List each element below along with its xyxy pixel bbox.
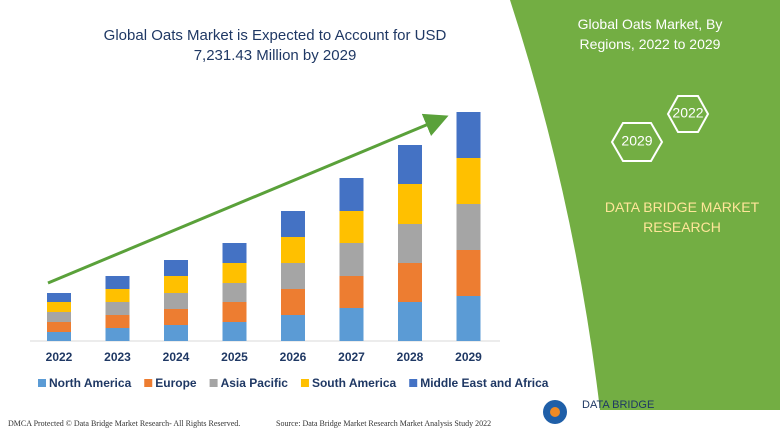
bar-segment	[339, 178, 364, 211]
panel-title: Global Oats Market, By Regions, 2022 to 2…	[578, 16, 723, 52]
bar-segment	[281, 289, 305, 315]
legend-label: Asia Pacific	[221, 376, 289, 390]
bar-segment	[47, 332, 71, 341]
x-tick-label: 2028	[397, 350, 424, 364]
x-tick-label: 2024	[163, 350, 190, 364]
bar-segment	[339, 308, 364, 341]
bar-segment	[47, 293, 71, 302]
x-tick-label: 2022	[46, 350, 73, 364]
bar-segment	[398, 145, 422, 184]
bar-segment	[456, 296, 481, 341]
legend-label: South America	[312, 376, 397, 390]
chart-title: Global Oats Market is Expected to Accoun…	[104, 27, 447, 64]
bar-segment	[164, 293, 188, 309]
bar-segment	[105, 328, 130, 341]
bar-segment	[164, 309, 188, 325]
bar-segment	[222, 283, 247, 302]
legend-label: Middle East and Africa	[420, 376, 549, 390]
bar-segment	[398, 263, 422, 302]
x-tick-label: 2029	[455, 350, 482, 364]
bar-segment	[398, 302, 422, 341]
trend-arrow	[47, 113, 449, 285]
legend-swatch	[144, 379, 153, 387]
bar-segment	[105, 289, 130, 302]
footer-right: Source: Data Bridge Market Research Mark…	[276, 419, 491, 428]
bar-segment	[281, 211, 305, 237]
x-tick-label: 2023	[104, 350, 131, 364]
x-tick-label: 2026	[280, 350, 307, 364]
legend-label: Europe	[155, 376, 197, 390]
badge: 2029	[621, 133, 652, 149]
chart: 2022 2023 2024 2025 2026 2027 2028 2029 North Am…	[30, 112, 549, 390]
bar-segment	[339, 211, 364, 243]
legend-swatch	[209, 379, 218, 387]
legend-swatch	[38, 379, 46, 387]
bar-segment	[339, 243, 364, 276]
bar-segment	[456, 250, 481, 296]
bar-segment	[281, 263, 305, 289]
bar-segment	[222, 263, 247, 283]
bar-segment	[222, 243, 247, 263]
bar-segment	[398, 224, 422, 263]
legend-label: North America	[49, 376, 132, 390]
legend-swatch	[300, 379, 309, 387]
footer-bar	[0, 410, 780, 440]
bar-segment	[456, 158, 481, 204]
bar-segment	[398, 184, 422, 224]
badge: 2022	[672, 105, 703, 121]
bar-segment	[105, 276, 130, 289]
brand-text: DATA BRIDGE MARKET RESEARCH	[605, 199, 760, 235]
bar-segment	[281, 315, 305, 341]
bar-segment	[105, 302, 130, 315]
footer-left: DMCA Protected © Data Bridge Market Rese…	[8, 419, 240, 428]
bar-segment	[47, 322, 71, 332]
bar-segment	[222, 302, 247, 322]
logo-icon	[550, 407, 560, 417]
hexagon	[666, 95, 710, 133]
legend-swatch	[409, 379, 418, 387]
green-panel	[510, 0, 780, 410]
bar-segment	[339, 276, 364, 308]
bar-segment	[164, 260, 188, 276]
bar-segment	[47, 302, 71, 312]
bar-segment	[222, 322, 247, 341]
x-tick-label: 2025	[221, 350, 248, 364]
bar-segment	[456, 112, 481, 158]
bar-segment	[164, 276, 188, 293]
bar-segment	[281, 237, 305, 263]
bar-segment	[164, 325, 188, 341]
logo-text: DATA BRIDGE	[582, 399, 654, 411]
x-tick-label: 2027	[338, 350, 365, 364]
hexagon	[610, 122, 664, 162]
bar-segment	[105, 315, 130, 328]
bar-segment	[456, 204, 481, 250]
bar-segment	[47, 312, 71, 322]
